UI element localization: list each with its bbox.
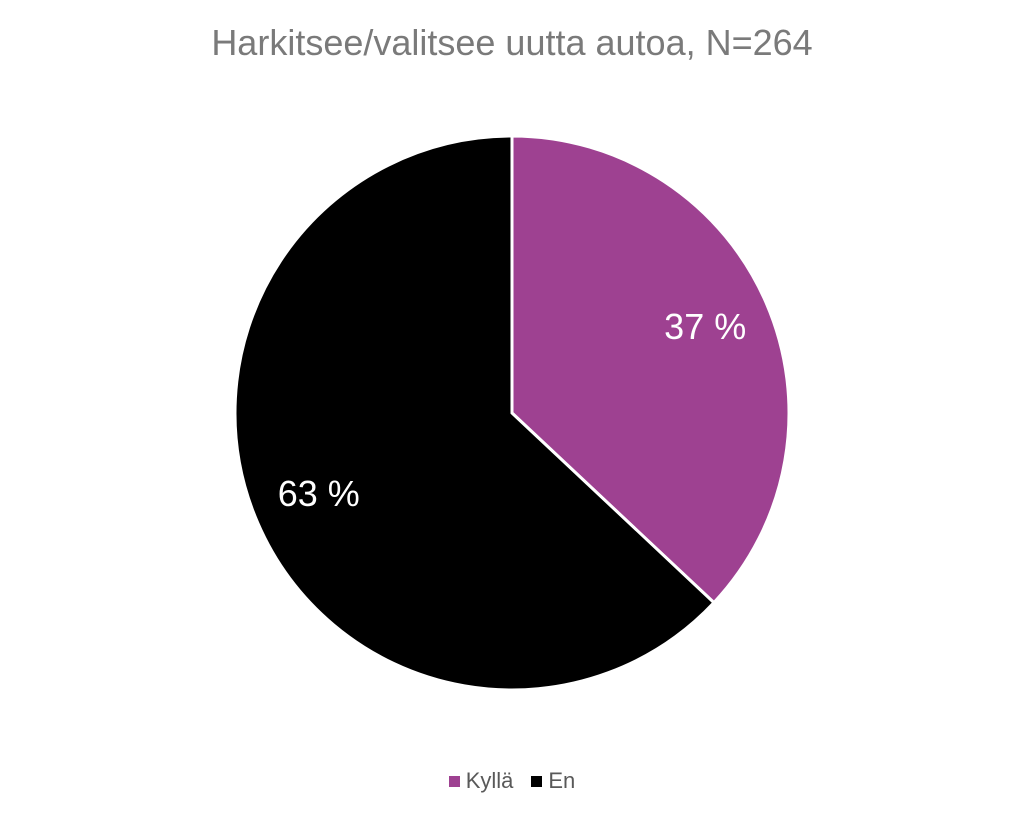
legend-label-kylla: Kyllä: [465, 768, 514, 793]
legend-swatch-kylla: [448, 775, 460, 787]
legend: Kyllä En: [0, 768, 1024, 794]
pie-slice-en: [233, 134, 717, 692]
legend-swatch-en: [531, 775, 543, 787]
legend-item-en: En: [531, 768, 575, 794]
slice-label-en: 63 %: [278, 473, 360, 514]
chart-title: Harkitsee/valitsee uutta autoa, N=264: [211, 22, 813, 63]
slice-label-kylla: 37 %: [664, 306, 746, 347]
pie-slice-kylla: [510, 134, 791, 605]
legend-item-kylla: Kyllä: [448, 768, 514, 794]
legend-label-en: En: [548, 768, 576, 793]
